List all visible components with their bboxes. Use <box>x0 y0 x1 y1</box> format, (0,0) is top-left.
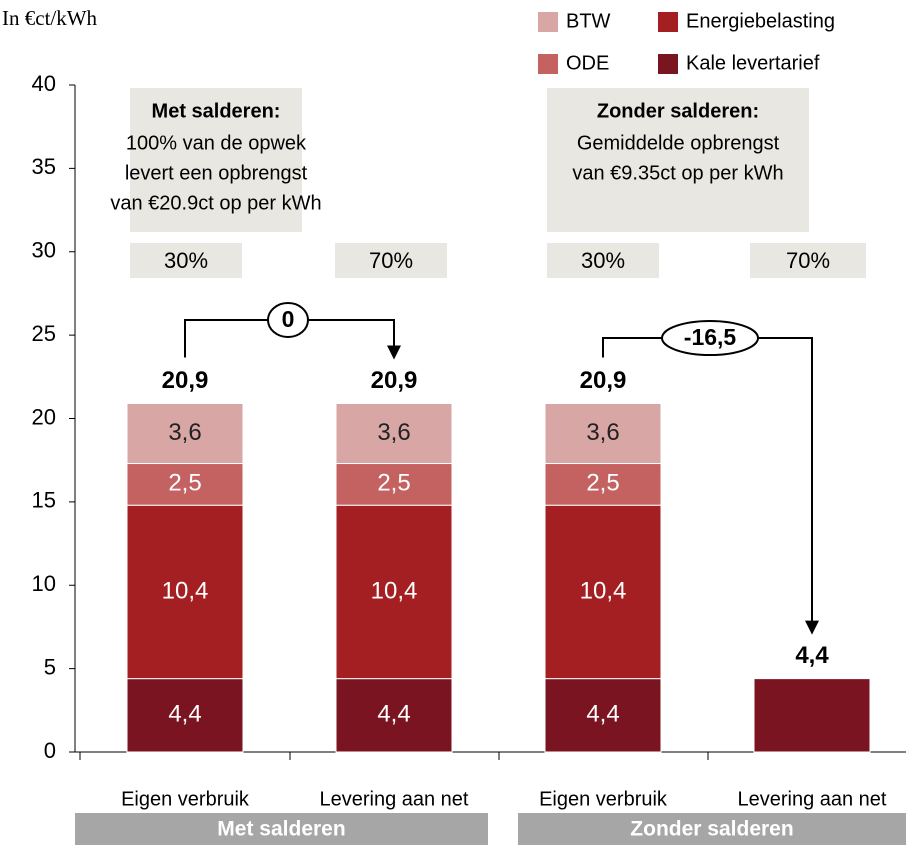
legend-swatch <box>538 54 558 74</box>
value-label: 10,4 <box>162 577 209 604</box>
y-tick-label: 20 <box>32 404 56 429</box>
legend-swatch <box>658 54 678 74</box>
share-box <box>335 243 447 278</box>
y-tick-label: 35 <box>32 154 56 179</box>
legend-swatch <box>658 12 678 32</box>
value-label: 10,4 <box>580 577 627 604</box>
arrow-head <box>387 345 401 360</box>
bar-segment <box>126 402 244 465</box>
share-box <box>750 243 866 278</box>
note-line: van €20.9ct op per kWh <box>110 192 321 214</box>
note-line: levert een opbrengst <box>125 162 308 184</box>
difference-bubble <box>267 302 309 338</box>
bar-segment <box>126 504 244 680</box>
y-axis-label: In €ct/kWh <box>2 6 98 30</box>
bar-segment <box>544 463 662 506</box>
group-label: Zonder salderen <box>630 818 793 841</box>
y-tick-label: 30 <box>32 238 56 263</box>
bar-segment <box>126 463 244 506</box>
total-label: 20,9 <box>371 367 418 394</box>
value-label: 3,6 <box>586 419 619 446</box>
total-label: 4,4 <box>795 642 829 669</box>
y-tick-label: 5 <box>44 654 56 679</box>
value-label: 2,5 <box>377 470 410 497</box>
share-label: 30% <box>581 248 625 273</box>
y-tick-label: 40 <box>32 71 56 96</box>
share-label: 70% <box>369 248 413 273</box>
legend-label: ODE <box>566 52 609 74</box>
legend-label: Energiebelasting <box>686 10 835 32</box>
legend-label: Kale levertarief <box>686 52 820 74</box>
bar-segment <box>335 402 453 465</box>
legend-swatch <box>538 12 558 32</box>
x-tick-label: Levering aan net <box>737 788 886 810</box>
value-label: 2,5 <box>586 470 619 497</box>
note-line: 100% van de opwek <box>126 132 307 154</box>
note-title: Met salderen: <box>152 100 281 122</box>
y-tick-label: 25 <box>32 321 56 346</box>
group-bar <box>518 813 906 845</box>
share-label: 30% <box>164 248 208 273</box>
value-label: 3,6 <box>168 419 201 446</box>
note-box <box>130 88 302 232</box>
value-label: 3,6 <box>377 419 410 446</box>
note-box <box>547 88 809 232</box>
difference-bubble <box>661 320 759 356</box>
value-label: 4,4 <box>377 701 410 728</box>
value-label: 4,4 <box>168 701 201 728</box>
bar-segment <box>753 678 871 753</box>
share-box <box>547 243 659 278</box>
value-label: 2,5 <box>168 470 201 497</box>
value-label: 10,4 <box>371 577 418 604</box>
x-tick-label: Levering aan net <box>319 788 468 810</box>
share-box <box>130 243 242 278</box>
legend-label: BTW <box>566 10 611 32</box>
y-tick-label: 15 <box>32 488 56 513</box>
total-label: 20,9 <box>580 367 627 394</box>
y-tick-label: 0 <box>44 738 56 763</box>
y-tick-label: 10 <box>32 571 56 596</box>
arrow-head <box>805 620 819 635</box>
note-line: Gemiddelde opbrengst <box>577 132 780 154</box>
note-title: Zonder salderen: <box>597 100 759 122</box>
bar-segment <box>126 678 244 753</box>
bar-segment <box>544 402 662 465</box>
total-label: 20,9 <box>162 367 209 394</box>
x-tick-label: Eigen verbruik <box>539 788 668 810</box>
value-label: 4,4 <box>586 701 619 728</box>
group-bar <box>75 813 488 845</box>
share-label: 70% <box>786 248 830 273</box>
note-line: van €9.35ct op per kWh <box>572 162 783 184</box>
difference-label: 0 <box>282 306 295 332</box>
difference-label: -16,5 <box>684 324 737 350</box>
bar-segment <box>335 504 453 680</box>
group-label: Met salderen <box>217 818 345 841</box>
bar-segment <box>544 504 662 680</box>
x-tick-label: Eigen verbruik <box>121 788 250 810</box>
bar-segment <box>544 678 662 753</box>
bar-segment <box>335 678 453 753</box>
